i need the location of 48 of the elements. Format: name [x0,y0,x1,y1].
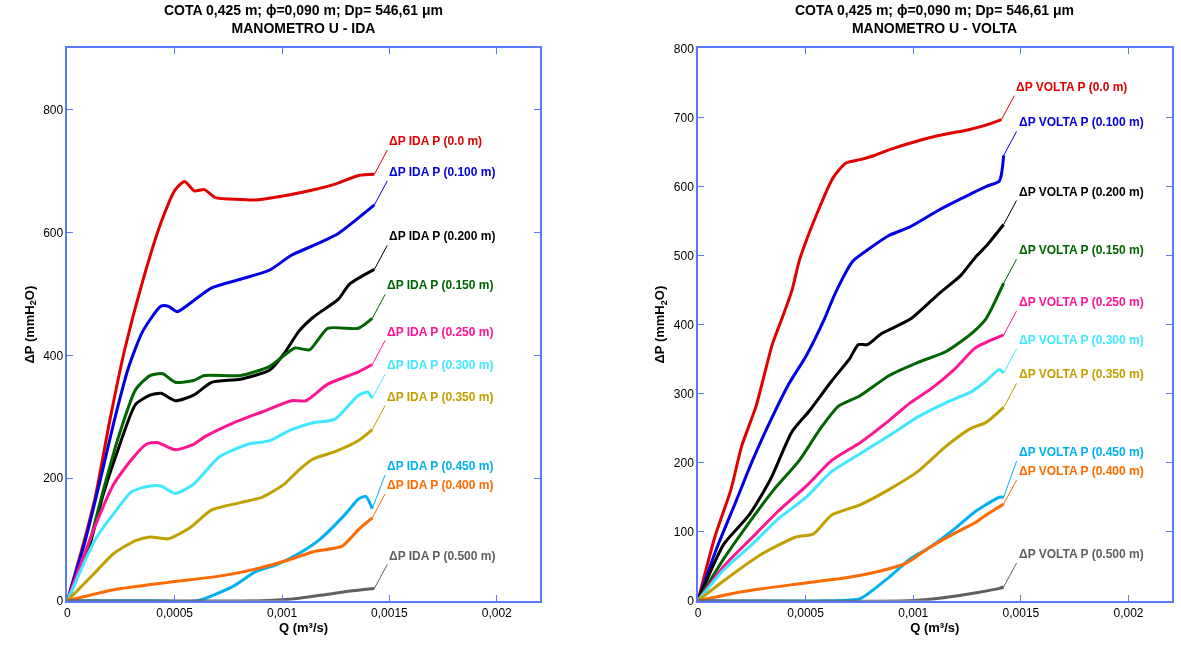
y-tick-label: 200 [673,455,695,470]
text: ΔP IDA P (0.250 m) [387,325,494,339]
chart-subtitle: MANOMETRO U - VOLTA [851,20,1018,37]
text: ΔP VOLTA P (0.350 m) [1019,367,1144,381]
text: ΔP VOLTA P (0.400 m) [1019,464,1144,478]
text: ΔP IDA P (0.400 m) [387,478,494,492]
y-tick-label: 200 [43,471,64,486]
y-tick-label: 400 [673,317,695,332]
text: ΔP IDA P (0.0 m) [389,134,483,148]
x-tick-label: 0,002 [481,605,513,620]
text: ΔP VOLTA P (0.300 m) [1019,333,1144,347]
text: ΔP IDA P (0.100 m) [389,165,496,179]
y-tick-label: 800 [673,41,695,56]
text: ΔP IDA P (0.450 m) [387,459,494,473]
text: ΔP VOLTA P (0.450 m) [1019,445,1144,459]
y-tick-label: 500 [673,248,695,263]
y-tick-label: 0 [56,593,64,608]
y-tick-label: 0 [687,593,695,608]
x-tick-label: 0,001 [267,605,298,620]
y-tick-label: 700 [673,110,695,125]
x-tick-label: 0,0015 [1002,605,1040,620]
x-tick-label: 0,001 [898,605,929,620]
x-tick-label: 0,002 [1113,605,1144,620]
text: ΔP IDA P (0.350 m) [387,390,494,404]
chart-title: COTA 0,425 m; ϕ=0,090 m; Dp= 546,61 μm [164,2,443,18]
y-tick-label: 300 [673,386,695,401]
chart-title: COTA 0,425 m; ϕ=0,090 m; Dp= 546,61 μm [795,2,1074,18]
y-tick-label: 400 [43,348,64,363]
x-axis-title: Q (m³/s) [910,619,960,635]
text: ΔP VOLTA P (0.500 m) [1019,547,1144,561]
text: ΔP IDA P (0.150 m) [387,278,494,292]
text: ΔP VOLTA P (0.100 m) [1019,115,1144,129]
text: ΔP IDA P (0.200 m) [389,229,496,243]
text: ΔP IDA P (0.500 m) [389,549,496,563]
y-tick-label: 800 [43,103,64,118]
x-tick-label: 0,0005 [156,605,194,620]
x-tick-label: 0,0015 [371,605,409,620]
chart-subtitle: MANOMETRO U - IDA [231,20,376,37]
x-tick-label: 0,0005 [787,605,825,620]
text: ΔP VOLTA P (0.150 m) [1019,243,1144,257]
y-tick-label: 600 [43,225,64,240]
x-axis-title: Q (m³/s) [278,619,329,635]
y-tick-label: 100 [673,524,695,539]
text: ΔP VOLTA P (0.0 m) [1016,80,1128,94]
text: ΔP VOLTA P (0.200 m) [1019,185,1144,199]
y-tick-label: 600 [673,179,695,194]
text: ΔP VOLTA P (0.250 m) [1019,295,1144,309]
text: ΔP IDA P (0.300 m) [387,358,494,372]
